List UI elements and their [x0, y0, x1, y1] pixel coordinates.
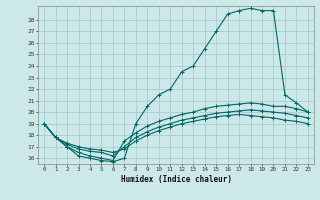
X-axis label: Humidex (Indice chaleur): Humidex (Indice chaleur) — [121, 175, 231, 184]
